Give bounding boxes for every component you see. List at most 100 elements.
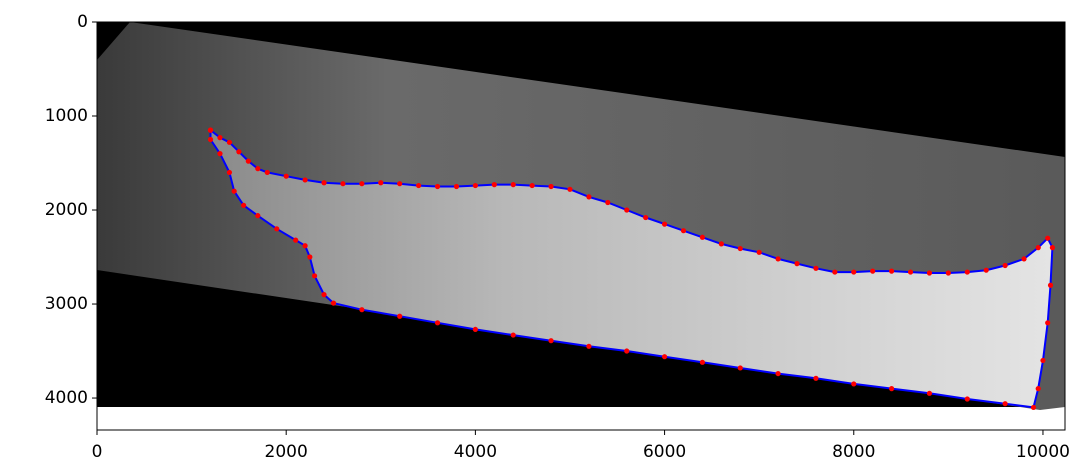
contour-point [1035, 245, 1041, 251]
contour-point [643, 214, 649, 221]
contour-point [321, 292, 327, 298]
contour-point [293, 237, 299, 243]
contour-point [1040, 357, 1046, 364]
contour-point [207, 136, 214, 143]
contour-point [680, 228, 687, 234]
contour-point [302, 243, 308, 249]
contour-point [851, 381, 857, 387]
contour-point [340, 181, 346, 187]
contour-point [983, 267, 989, 273]
contour-point [964, 396, 970, 402]
contour-point [397, 313, 403, 319]
contour-point [945, 270, 951, 276]
contour-point [926, 390, 933, 396]
y-tick-label: 2000 [45, 200, 88, 220]
contour-point [241, 202, 247, 208]
contour-point [699, 234, 706, 240]
contour-point [586, 194, 592, 200]
contour-point [775, 370, 781, 377]
x-tick-label: 0 [92, 442, 103, 462]
contour-point [283, 173, 289, 179]
axes-frame [96, 21, 1066, 431]
contour-point [813, 265, 819, 271]
x-tick-label: 8000 [832, 442, 875, 462]
contour-point [1047, 282, 1054, 288]
contour-point [907, 269, 914, 275]
contour-point [851, 269, 857, 275]
contour-point [434, 183, 441, 190]
contour-point [775, 256, 781, 262]
contour-point [1030, 404, 1037, 411]
contour-point [378, 180, 384, 186]
bright-region [210, 130, 1053, 408]
contour-point [255, 166, 261, 172]
contour-point [605, 199, 611, 206]
y-tick-label: 1000 [45, 106, 88, 126]
contour-point [699, 359, 706, 365]
contour-point [359, 181, 365, 187]
contour-point [226, 169, 233, 176]
contour-point [529, 182, 535, 189]
contour-point [1045, 320, 1051, 326]
y-tick-label: 3000 [45, 294, 88, 314]
contour-point [548, 183, 554, 190]
x-tick-label: 2000 [265, 442, 308, 462]
contour-point [274, 226, 280, 232]
contour-point [236, 149, 242, 155]
y-tick-label: 0 [77, 12, 88, 32]
contour-point [207, 127, 214, 133]
contour-point [231, 188, 237, 194]
contour-point [255, 213, 261, 219]
contour-point [434, 320, 441, 326]
contour-point [813, 375, 819, 381]
contour-point [624, 348, 630, 354]
y-tick-label: 4000 [45, 388, 88, 408]
contour-point [453, 183, 460, 190]
contour-point [264, 169, 270, 176]
contour-point [311, 273, 318, 279]
contour-point [321, 180, 327, 186]
x-tick-label: 10000 [1016, 442, 1070, 462]
contour-point [1002, 401, 1008, 407]
contour-point [510, 332, 516, 338]
contour-point [661, 354, 668, 360]
contour-point [302, 177, 308, 183]
contour-point [1049, 245, 1056, 251]
contour-point [889, 268, 895, 274]
contour-point [548, 338, 554, 344]
contour-point [718, 241, 724, 247]
contour-point [217, 135, 223, 141]
contour-point [832, 269, 838, 275]
contour-point [1045, 235, 1051, 241]
contour-point [491, 182, 497, 188]
contour-point [416, 182, 422, 189]
contour-point [737, 245, 743, 252]
contour-point [661, 221, 668, 227]
contour-point [756, 249, 762, 255]
contour-point [245, 158, 251, 164]
contour-point [217, 151, 223, 157]
contour-point [889, 386, 895, 392]
contour-point [472, 182, 478, 189]
contour-point [472, 326, 478, 333]
contour-point [586, 343, 592, 349]
x-tick-label: 4000 [454, 442, 497, 462]
contour-point [737, 365, 743, 371]
x-tick-label: 6000 [643, 442, 686, 462]
contour-point [1002, 262, 1008, 269]
contour-point [359, 307, 365, 313]
contour-point [307, 254, 313, 260]
contour-point [926, 270, 933, 276]
marks [207, 127, 1056, 411]
contour-point [226, 139, 233, 145]
contour-point [624, 207, 630, 213]
contour-point [870, 268, 876, 274]
contour-point [397, 181, 403, 187]
contour-point [964, 269, 970, 275]
contour-point [794, 261, 800, 267]
contour-point [567, 186, 573, 192]
contour-point [1035, 386, 1041, 392]
contour-point [330, 300, 337, 306]
contour-point [1021, 256, 1027, 262]
